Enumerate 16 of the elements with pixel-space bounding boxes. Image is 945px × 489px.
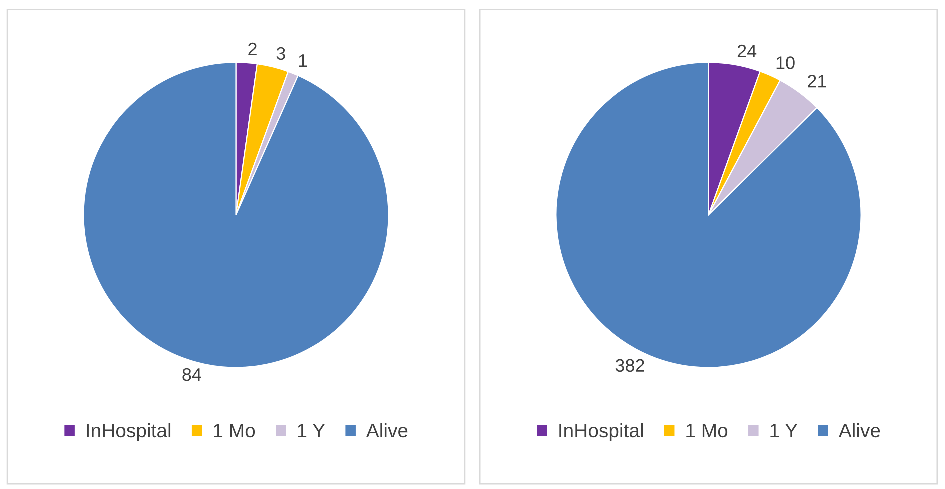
data-label: 1 xyxy=(299,54,308,68)
legend-label: Alive xyxy=(838,423,880,438)
data-label: 21 xyxy=(808,75,826,88)
data-label: 24 xyxy=(738,44,757,58)
legend-label: 1 Y xyxy=(770,424,798,438)
data-label: 2 xyxy=(248,42,257,56)
data-label: 10 xyxy=(776,56,795,70)
legend-label: Alive xyxy=(366,423,408,438)
data-label: 3 xyxy=(276,47,286,60)
legend-label: InHospital xyxy=(87,423,171,442)
legend-label: 1 Mo xyxy=(214,424,256,438)
legend-label: 1 Y xyxy=(298,424,326,438)
legend-label: InHospital xyxy=(560,423,644,442)
data-label: 382 xyxy=(616,359,644,372)
data-label: 84 xyxy=(182,368,202,382)
legend-label: 1 Mo xyxy=(686,424,728,438)
